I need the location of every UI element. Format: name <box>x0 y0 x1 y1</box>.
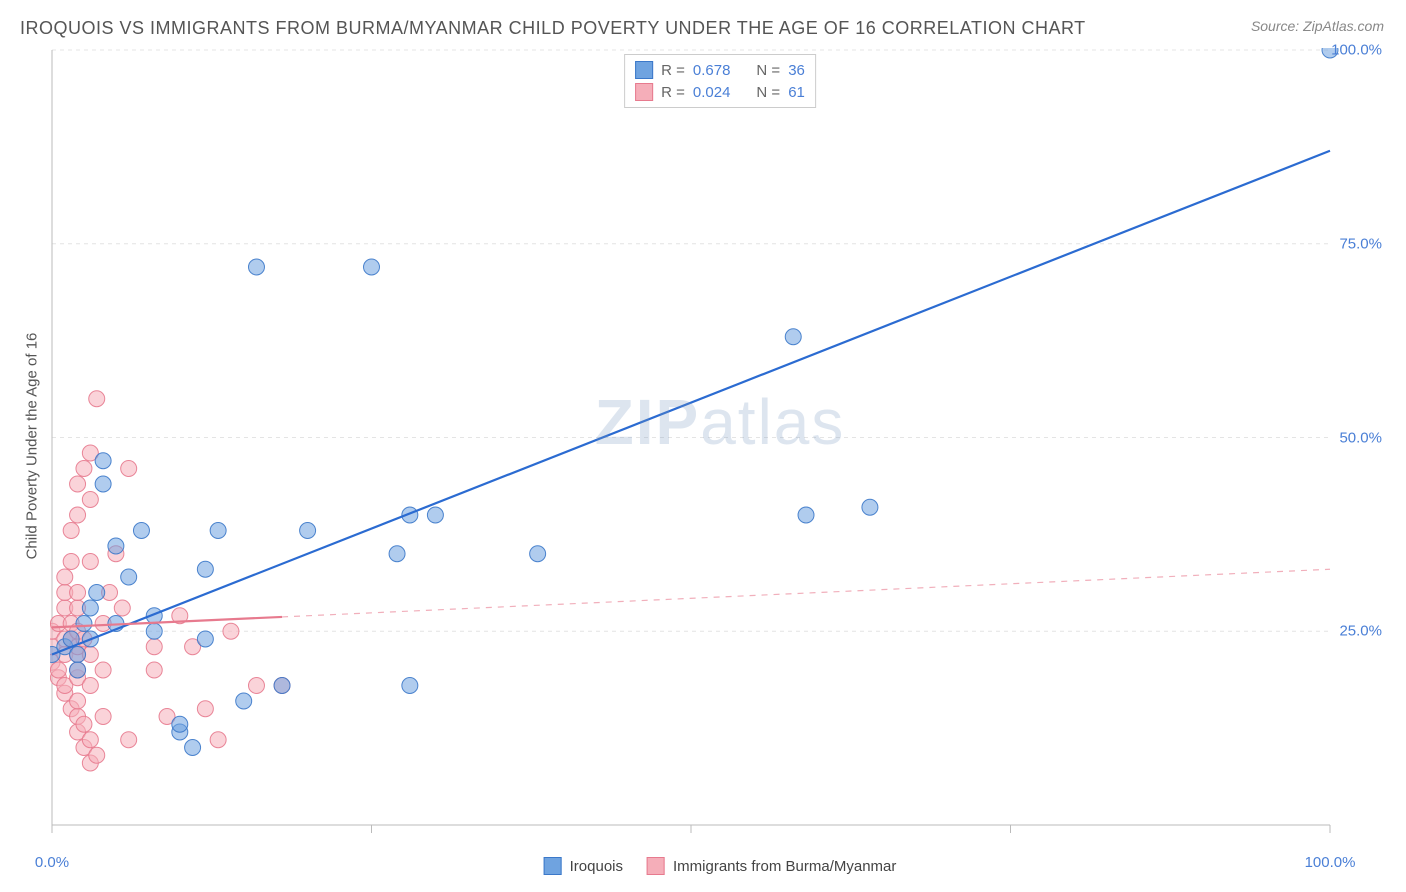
scatter-plot <box>50 48 1390 843</box>
legend-row: R = 0.024 N = 61 <box>635 81 805 103</box>
y-tick-label: 75.0% <box>1339 235 1382 252</box>
n-label: N = <box>756 84 780 101</box>
swatch-icon <box>647 857 665 875</box>
series-legend: Iroquois Immigrants from Burma/Myanmar <box>544 857 897 875</box>
r-label: R = <box>661 84 685 101</box>
y-tick-label: 50.0% <box>1339 429 1382 446</box>
correlation-legend: R = 0.678 N = 36 R = 0.024 N = 61 <box>624 54 816 108</box>
legend-item: Immigrants from Burma/Myanmar <box>647 857 896 875</box>
source-attribution: Source: ZipAtlas.com <box>1251 18 1384 34</box>
y-axis-label: Child Poverty Under the Age of 16 <box>24 332 41 559</box>
legend-label: Iroquois <box>570 858 623 875</box>
legend-row: R = 0.678 N = 36 <box>635 59 805 81</box>
chart-area: Child Poverty Under the Age of 16 25.0%5… <box>50 48 1390 843</box>
y-tick-label: 100.0% <box>1331 42 1382 59</box>
legend-label: Immigrants from Burma/Myanmar <box>673 858 896 875</box>
y-tick-label: 25.0% <box>1339 623 1382 640</box>
x-tick-label: 100.0% <box>1305 854 1356 871</box>
chart-title: IROQUOIS VS IMMIGRANTS FROM BURMA/MYANMA… <box>20 18 1086 39</box>
legend-item: Iroquois <box>544 857 623 875</box>
swatch-icon <box>544 857 562 875</box>
r-value: 0.024 <box>693 84 731 101</box>
swatch-icon <box>635 83 653 101</box>
x-tick-label: 0.0% <box>35 854 69 871</box>
swatch-icon <box>635 61 653 79</box>
n-label: N = <box>756 62 780 79</box>
r-label: R = <box>661 62 685 79</box>
n-value: 36 <box>788 62 805 79</box>
r-value: 0.678 <box>693 62 731 79</box>
n-value: 61 <box>788 84 805 101</box>
